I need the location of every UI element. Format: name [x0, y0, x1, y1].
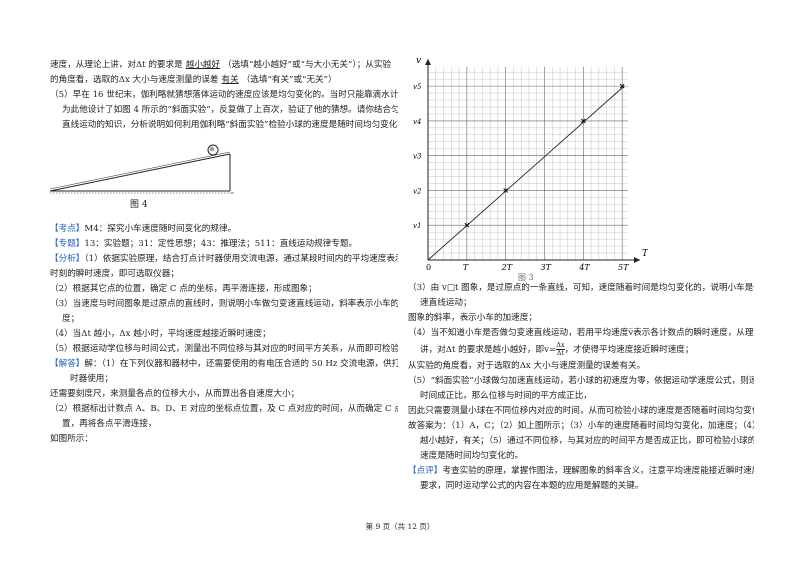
x-tick-label: 4T	[578, 263, 590, 272]
text-line: 【解答】解：（1）在下列仪器和器材中，还需要使用的有电压合适的 50 Hz 交流…	[50, 357, 398, 372]
incline-surface	[50, 153, 231, 192]
y-tick-label: v3	[413, 153, 422, 161]
right-column: （3）由 v□t 图象，是过原点的一条直线，可知，速度随着时间是均匀变化的，说明…	[408, 281, 754, 494]
text-line: （2）根据其它点的位置，确定 C 点的坐标，再平滑连接，形成图象；	[50, 284, 317, 294]
text-line: （4）当Δt 越小，Δx 越小时，平均速度越接近瞬时速度；	[50, 329, 271, 339]
text-line: 图象的斜率，表示小车的加速度；	[408, 313, 537, 323]
text-line: 越小越好，有关；（5）通过不同位移，与其对应的时间平方是否成正比，即可检验小球的	[420, 436, 754, 446]
y-tick-label: v4	[413, 118, 421, 126]
chart-ticks: T 2T 3T 4T 5T v1 v2 v3 v4 v5	[413, 83, 629, 272]
answer-blank: 越小越好	[185, 60, 221, 70]
text-run: 解：（1）在下列仪器和器材中，还需要使用的有电压合适的 50 Hz 交流电源，供…	[84, 359, 398, 369]
y-tick-label: v1	[413, 222, 421, 230]
text-line: 置，再将各点平滑连接，	[62, 419, 157, 429]
x-tick-label: 3T	[541, 263, 552, 272]
text-run: 表示各计数点的瞬时速度，从理论上	[633, 328, 754, 338]
text-line: 还需要刻度尺，来测量各点的位移大小，从而算出各自速度大小；	[50, 389, 300, 399]
data-point	[503, 188, 509, 193]
data-point	[464, 222, 470, 228]
x-tick-label: 2T	[501, 263, 513, 272]
incline-figure	[50, 144, 234, 194]
y-tick-label: v5	[413, 83, 422, 91]
text-line: 速直线运动；	[420, 298, 472, 308]
text-run: （1）依据实验原理，结合打点计时器使用交流电源，通过某段时间内的平均速度表示中	[84, 254, 398, 264]
text-run: M4：探究小车速度随时间变化的规律。	[84, 224, 237, 234]
data-point	[619, 83, 625, 89]
text-line: 为此他设计了如图 4 所示的“斜面实验”，反复做了上百次，验证了他的猜想。请你结…	[62, 105, 398, 115]
y-axis-arrow	[425, 59, 431, 65]
text-line: 从实验的角度看，对于选取的Δx 大小与速度测量的误差有关。	[408, 361, 646, 371]
formula-fraction: Δx Δt	[556, 341, 565, 357]
text-line: 故答案为：（1）A，C；（2）如上图所示；（3）小车的速度随着时间均匀变化，加速…	[408, 421, 754, 431]
fit-line	[427, 85, 625, 261]
text-line: 时刻的瞬时速度，即可选取仪器；	[50, 269, 179, 279]
fraction-denominator: Δt	[556, 349, 565, 357]
x-tick-label: T	[463, 263, 469, 272]
left-column-solution: 【考点】M4：探究小车速度随时间变化的规律。 【专题】13：实验题；31：定性思…	[50, 222, 398, 447]
text-line: 【点评】考查实验的原理，掌握作图法，理解图象的斜率含义，注意平均速度能接近瞬时速…	[408, 464, 754, 479]
text-run: 讲，对Δt 的要求是越小越好，即	[420, 345, 545, 355]
section-tag-fenxi: 【分析】	[50, 254, 85, 264]
incline-surface-edge	[50, 151, 231, 190]
chart-caption: 图 3	[518, 273, 534, 281]
text-line: （4）当不知道小车是否做匀变速直线运动，若用平均速度v̅表示各计数点的瞬时速度，…	[408, 326, 754, 341]
origin-label: 0	[426, 263, 431, 272]
text-run: （选填“越小越好”或“与大小无关”）；从实验	[223, 60, 392, 70]
text-run: 的角度看，选取的Δx 大小与速度测量的误差	[50, 75, 219, 85]
formula-prefix: v=	[544, 345, 557, 355]
text-run: （4）当不知道小车是否做匀变速直线运动，若用平均速度	[408, 328, 629, 338]
text-run: 13：实验题；31：定性思想；43：推理法；511：直线运动规律专题。	[84, 239, 358, 249]
y-tick-label: v2	[413, 187, 422, 195]
text-line: 要求，同时运动学公式的内容在本题的应用是解题的关键。	[420, 481, 644, 491]
text-line: （5）根据运动学位移与时间公式，测量出不同位移与其对应的时间平方关系，从而即可检…	[50, 344, 398, 354]
x-axis-label: T	[642, 249, 648, 259]
y-axis-label: v	[416, 56, 421, 66]
text-line: 度；	[62, 314, 80, 324]
text-line: 速度，从理论上讲，对Δt 的要求是 越小越好 （选填“越小越好”或“与大小无关”）；…	[50, 58, 398, 73]
text-run: 考查实验的原理，掌握作图法，理解图象的斜率含义，注意平均速度能接近瞬时速度的	[442, 466, 754, 476]
data-point	[580, 118, 586, 124]
text-run: （选填“有关”或“无关”）	[241, 75, 337, 85]
chart-grid	[427, 67, 628, 261]
text-line: 【考点】M4：探究小车速度随时间变化的规律。	[50, 222, 398, 237]
text-line: 如图所示：	[50, 434, 93, 444]
text-line: 讲，对Δt 的要求是越小越好，即v= Δx Δt ，才使得平均速度接近瞬时速度；	[408, 341, 754, 359]
chart-axes	[425, 59, 640, 263]
text-line: （5）“斜面实验”小球做匀加速直线运动，若小球的初速度为零，依据运动学速度公式，…	[408, 376, 754, 386]
figure-caption: 图 4	[130, 200, 148, 210]
text-line: （3）当速度与时间图象是过原点的直线时，则说明小车做匀变速直线运动，斜率表示小车…	[50, 299, 398, 309]
mean-velocity-symbol: v̅	[628, 328, 634, 338]
text-line: 速度是随时间均匀变化的。	[420, 451, 524, 461]
text-run: 速度，从理论上讲，对Δt 的要求是	[50, 60, 183, 70]
fraction-numerator: Δx	[556, 341, 565, 350]
answer-blank: 有关	[221, 75, 239, 85]
section-tag-jieda: 【解答】	[50, 359, 85, 369]
text-line: 【专题】13：实验题；31：定性思想；43：推理法；511：直线运动规律专题。	[50, 237, 398, 252]
section-tag-zhuanti: 【专题】	[50, 239, 85, 249]
section-tag-dianping: 【点评】	[408, 466, 443, 476]
text-line: 【分析】（1）依据实验原理，结合打点计时器使用交流电源，通过某段时间内的平均速度…	[50, 252, 398, 267]
text-line: 时间成正比，那么位移与时间的平方成正比，	[420, 391, 592, 401]
text-line: 因此只需要测量小球在不同位移内对应的时间，从而可检验小球的速度是否随着时间均匀变…	[408, 406, 754, 416]
x-axis-arrow	[634, 257, 640, 263]
text-line: （2）根据标出计数点 A、B、D、E 对应的坐标点位置，及 C 点对应的时间，从…	[50, 404, 398, 414]
page-footer: 第 9 页（共 12 页）	[365, 522, 435, 531]
velocity-time-chart: T 2T 3T 4T 5T v1 v2 v3 v4 v5 v T 0 图 3	[413, 56, 648, 281]
chart-series	[427, 83, 625, 261]
text-line: 的角度看，选取的Δx 大小与速度测量的误差 有关 （选填“有关”或“无关”）	[50, 73, 398, 88]
text-run: ，才使得平均速度接近瞬时速度；	[564, 345, 694, 355]
x-tick-label: 5T	[618, 263, 629, 272]
text-line: 直线运动的知识，分析说明如何利用伽利略“斜面实验”检验小球的速度是随时间均匀变化…	[62, 120, 398, 130]
text-line: 时器使用；	[70, 374, 113, 384]
text-line: （3）由 v□t 图象，是过原点的一条直线，可知，速度随着时间是均匀变化的，说明…	[408, 283, 754, 293]
text-line: （5）早在 16 世纪末，伽利略就猜想落体运动的速度应该是均匀变化的。当时只能靠…	[50, 90, 398, 100]
ball-shade	[209, 146, 215, 152]
section-tag-kaodian: 【考点】	[50, 224, 85, 234]
left-column: 速度，从理论上讲，对Δt 的要求是 越小越好 （选填“越小越好”或“与大小无关”）；…	[50, 58, 398, 133]
